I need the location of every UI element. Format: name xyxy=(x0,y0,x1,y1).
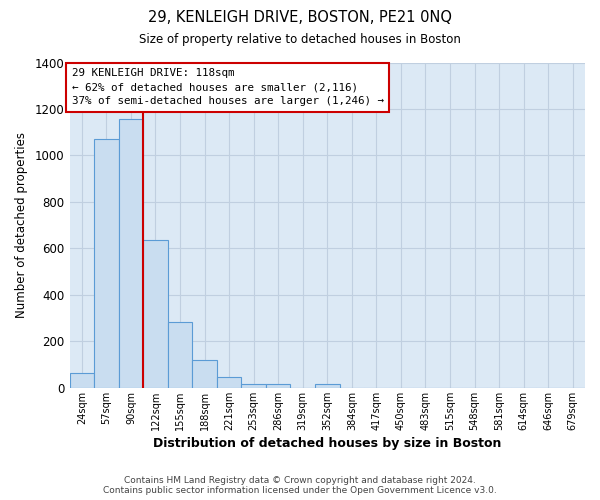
Text: 29 KENLEIGH DRIVE: 118sqm
← 62% of detached houses are smaller (2,116)
37% of se: 29 KENLEIGH DRIVE: 118sqm ← 62% of detac… xyxy=(71,68,383,106)
Text: Contains HM Land Registry data © Crown copyright and database right 2024.: Contains HM Land Registry data © Crown c… xyxy=(124,476,476,485)
Bar xyxy=(168,322,192,388)
Bar xyxy=(70,373,94,388)
Bar xyxy=(217,376,241,388)
Bar xyxy=(94,139,119,388)
Bar xyxy=(315,384,340,388)
Bar xyxy=(266,384,290,388)
X-axis label: Distribution of detached houses by size in Boston: Distribution of detached houses by size … xyxy=(153,437,502,450)
Text: Contains public sector information licensed under the Open Government Licence v3: Contains public sector information licen… xyxy=(103,486,497,495)
Bar xyxy=(241,384,266,388)
Bar xyxy=(119,120,143,388)
Bar xyxy=(143,240,168,388)
Text: Size of property relative to detached houses in Boston: Size of property relative to detached ho… xyxy=(139,32,461,46)
Bar xyxy=(192,360,217,388)
Text: 29, KENLEIGH DRIVE, BOSTON, PE21 0NQ: 29, KENLEIGH DRIVE, BOSTON, PE21 0NQ xyxy=(148,10,452,25)
Y-axis label: Number of detached properties: Number of detached properties xyxy=(15,132,28,318)
